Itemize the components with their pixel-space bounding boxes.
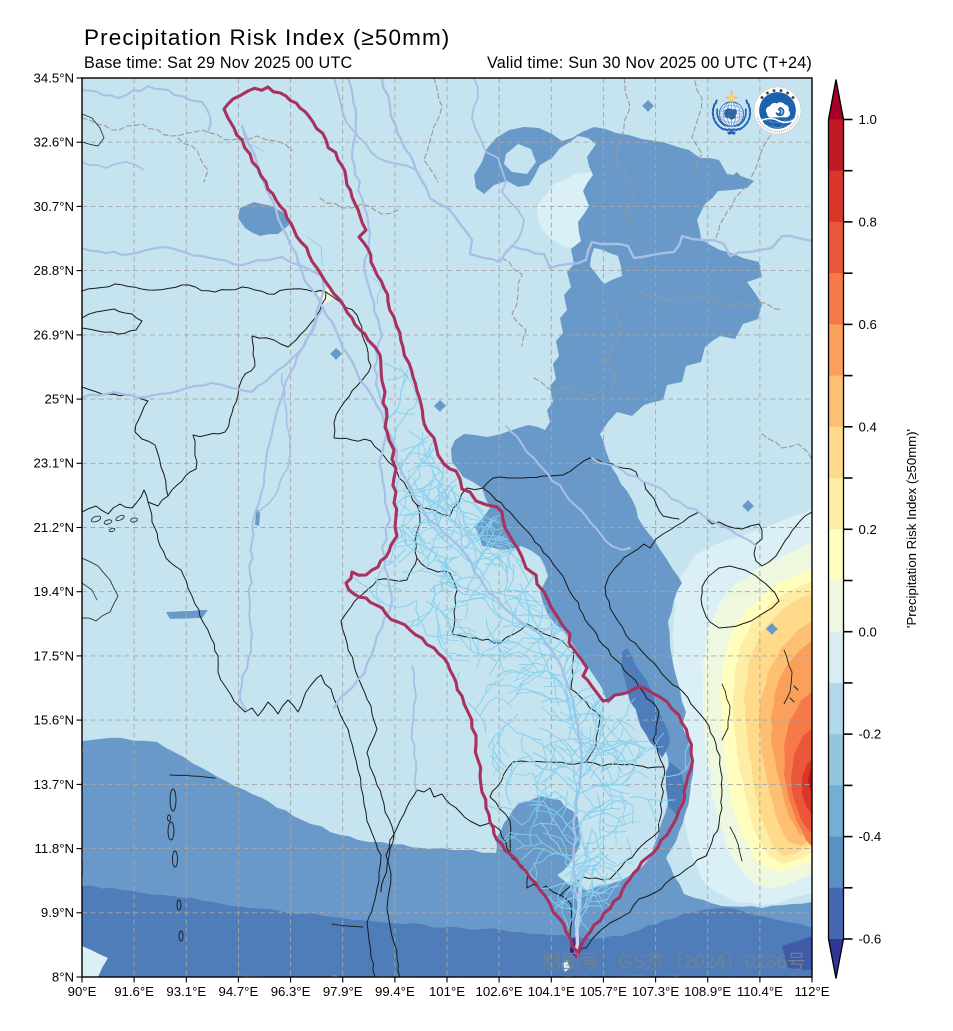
svg-text:105.7°E: 105.7°E: [580, 984, 627, 999]
svg-text:Precipitation Risk Index (≥50m: Precipitation Risk Index (≥50mm): [84, 25, 450, 50]
svg-text:21.2°N: 21.2°N: [34, 520, 74, 535]
svg-text:0.2: 0.2: [859, 522, 877, 537]
svg-text:1.0: 1.0: [859, 112, 877, 127]
svg-text:99.4°E: 99.4°E: [375, 984, 415, 999]
svg-text:97.9°E: 97.9°E: [323, 984, 363, 999]
svg-text:9.9°N: 9.9°N: [41, 905, 74, 920]
svg-text:19.4°N: 19.4°N: [34, 584, 74, 599]
svg-text:94.7°E: 94.7°E: [219, 984, 259, 999]
svg-text:112°E: 112°E: [794, 984, 829, 999]
svg-text:Base time: Sat 29 Nov 2025 00: Base time: Sat 29 Nov 2025 00 UTC: [84, 54, 353, 72]
svg-text:-0.2: -0.2: [859, 727, 882, 742]
svg-text:102.6°E: 102.6°E: [476, 984, 523, 999]
svg-text:96.3°E: 96.3°E: [271, 984, 311, 999]
svg-text:110.4°E: 110.4°E: [737, 984, 783, 999]
svg-text:90°E: 90°E: [68, 984, 97, 999]
svg-text:Valid time: Sun 30 Nov 2025 00: Valid time: Sun 30 Nov 2025 00 UTC (T+24…: [487, 54, 812, 72]
svg-text:0.0: 0.0: [859, 624, 877, 639]
svg-text:-0.6: -0.6: [859, 932, 882, 947]
svg-text:15.6°N: 15.6°N: [34, 713, 74, 728]
svg-text:制图号：GS京（2024）0236号: 制图号：GS京（2024）0236号: [542, 951, 806, 973]
svg-text:-0.4: -0.4: [859, 829, 882, 844]
svg-text:11.8°N: 11.8°N: [35, 841, 74, 856]
svg-text:32.6°N: 32.6°N: [34, 135, 74, 150]
svg-text:104.1°E: 104.1°E: [528, 984, 575, 999]
svg-text:25°N: 25°N: [45, 392, 74, 407]
svg-text:28.8°N: 28.8°N: [34, 263, 74, 278]
svg-text:108.9°E: 108.9°E: [684, 984, 731, 999]
svg-text:0.4: 0.4: [859, 419, 877, 434]
svg-text:101°E: 101°E: [429, 984, 465, 999]
svg-text:30.7°N: 30.7°N: [34, 199, 74, 214]
svg-text:26.9°N: 26.9°N: [34, 327, 74, 342]
svg-text:34.5°N: 34.5°N: [34, 70, 74, 85]
svg-text:'Precipitation Risk Index (≥50: 'Precipitation Risk Index (≥50mm)': [904, 429, 919, 628]
svg-text:13.7°N: 13.7°N: [34, 777, 74, 792]
svg-text:91.6°E: 91.6°E: [114, 984, 154, 999]
svg-text:23.1°N: 23.1°N: [34, 456, 74, 471]
svg-text:0.6: 0.6: [859, 317, 877, 332]
svg-text:93.1°E: 93.1°E: [166, 984, 206, 999]
svg-text:107.3°E: 107.3°E: [632, 984, 679, 999]
svg-text:8°N: 8°N: [52, 969, 74, 984]
svg-text:17.5°N: 17.5°N: [34, 648, 74, 663]
svg-text:0.8: 0.8: [859, 215, 877, 230]
